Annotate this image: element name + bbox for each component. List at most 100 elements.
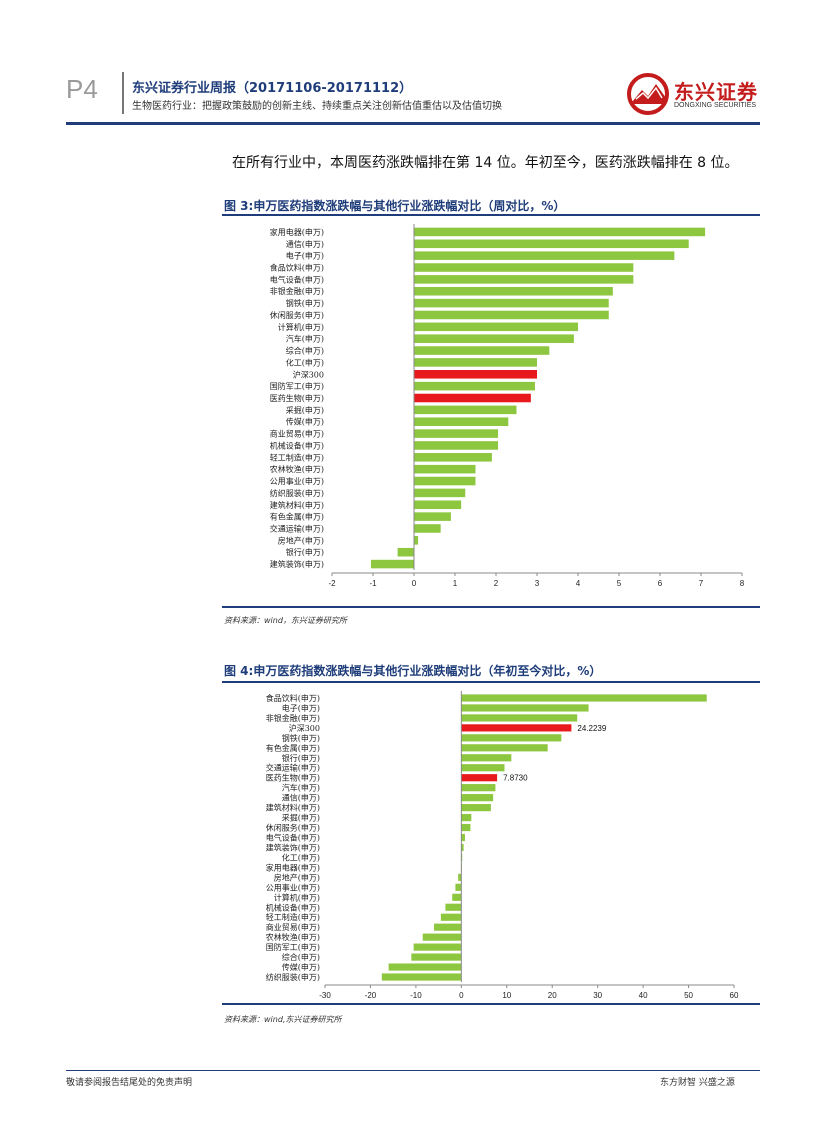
footer-rule [66,1070,760,1071]
x-tick-label: 2 [494,579,499,588]
disclaimer-note: 敬请参阅报告结尾处的免责声明 [66,1078,193,1088]
category-label: 国防军工(申万) [266,942,320,952]
category-label: 银行(申万) [286,547,324,557]
bar [414,263,634,272]
figure-3-bottom-rule [222,606,760,608]
bar [452,893,462,901]
x-tick-label: -1 [369,579,377,588]
category-label: 农林牧渔(申万) [266,932,320,942]
bar [414,453,492,462]
bar [414,310,609,320]
category-label: 银行(申万) [282,753,320,763]
bar [461,744,548,752]
category-label: 医药生物(申万) [270,393,324,403]
bar [414,476,476,486]
bar [414,358,537,367]
category-label: 商业贸易(申万) [270,429,324,439]
category-label: 化工(申万) [286,357,324,367]
x-tick-label: 30 [593,991,602,1000]
category-label: 机械设备(申万) [270,440,324,450]
bar [434,923,462,931]
bar [458,873,462,881]
bar [414,322,578,332]
category-label: 计算机(申万) [278,322,324,332]
bar [461,764,505,772]
category-label: 纺织服装(申万) [266,972,320,982]
x-tick-label: 3 [535,579,540,588]
bar [461,734,562,742]
category-label: 农林牧渔(申万) [270,464,324,474]
figure-4-source: 资料来源：wind,东兴证券研究所 [224,1015,342,1024]
bar [461,724,572,732]
figure-3-top-rule [222,214,760,216]
x-tick-label: -10 [410,991,422,1000]
x-tick-label: 10 [502,991,511,1000]
bar [414,346,550,355]
category-label: 家用电器(申万) [266,862,320,872]
bar [414,275,634,284]
category-label: 建筑材料(申万) [270,500,324,510]
bar [414,251,675,260]
bar [440,913,462,921]
category-label: 化工(申万) [282,852,320,862]
category-label: 建筑材料(申万) [266,803,320,813]
x-tick-label: 4 [576,579,581,588]
data-label: 24.2239 [577,724,606,733]
x-tick-label: -30 [319,991,331,1000]
category-label: 轻工制造(申万) [266,912,320,922]
intro-paragraph: 在所有行业中，本周医药涨跌幅排在第 14 位。年初至今，医药涨跌幅排在 8 位。 [232,155,739,171]
bar [414,239,689,249]
report-subtitle: 生物医药行业：把握政策鼓励的创新主线、持续重点关注创新估值重估以及估值切换 [132,101,502,112]
category-label: 房地产(申万) [274,872,320,882]
category-label: 有色金属(申万) [266,743,320,753]
category-label: 沪深300 [289,723,320,733]
figure-4-caption: 图 4:申万医药指数涨跌幅与其他行业涨跌幅对比（年初至今对比，%） [224,664,602,678]
category-label: 商业贸易(申万) [266,922,320,932]
x-tick-label: -20 [365,991,377,1000]
category-label: 有色金属(申万) [270,512,324,522]
bar [461,714,578,722]
category-label: 电子(申万) [286,251,324,261]
bar [414,429,499,438]
category-label: 纺织服装(申万) [270,488,324,498]
category-label: 公用事业(申万) [266,882,320,892]
x-tick-label: 60 [730,991,739,1000]
bar [414,524,441,533]
category-label: 综合(申万) [286,346,324,356]
bar [414,417,509,426]
category-label: 建筑装饰(申万) [266,842,320,852]
bar [414,464,476,474]
bar [381,973,462,981]
category-label: 钢铁(申万) [282,733,320,743]
bar [455,883,462,891]
bar [461,784,496,792]
category-label: 轻工制造(申万) [270,452,324,462]
bar [461,774,498,782]
bar [414,370,537,379]
category-label: 医药生物(申万) [266,773,320,783]
category-label: 综合(申万) [282,952,320,962]
category-label: 通信(申万) [282,793,320,803]
bar [414,381,535,391]
bar [461,843,464,852]
figure-4-bottom-rule [222,1003,760,1005]
footer-slogan: 东方财智 兴盛之源 [660,1078,735,1088]
logo-text-cn: 东兴证券 [674,80,758,104]
category-label: 非银金融(申万) [270,286,324,296]
header-rule [66,122,760,125]
x-tick-label: 8 [740,579,745,588]
category-label: 汽车(申万) [282,783,320,793]
category-label: 公用事业(申万) [270,476,324,486]
x-tick-label: 0 [412,579,417,588]
bar [413,943,462,951]
figure-4-top-rule [222,681,760,683]
bar [411,953,462,961]
category-label: 建筑装饰(申万) [270,559,324,569]
x-tick-label: 5 [617,579,622,588]
x-tick-label: 0 [459,991,464,1000]
bar [414,512,451,521]
category-label: 国防军工(申万) [270,381,324,391]
bar [414,488,466,498]
bar [461,804,491,812]
category-label: 汽车(申万) [286,334,324,344]
